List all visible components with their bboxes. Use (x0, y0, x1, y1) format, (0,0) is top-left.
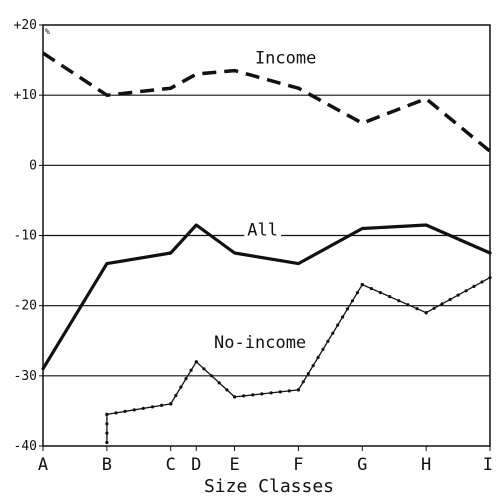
series-label-no-income: No-income (214, 333, 306, 353)
series-marker (278, 390, 282, 394)
y-tick-label: +10 (14, 88, 37, 103)
series-marker (251, 393, 255, 397)
x-tick-label: G (357, 455, 367, 475)
series-marker (132, 408, 136, 412)
series-marker (488, 276, 492, 280)
series-marker (105, 422, 109, 426)
series-line-all (41, 223, 492, 371)
series-marker (233, 395, 237, 399)
series-marker (369, 287, 373, 291)
series-marker (331, 331, 335, 335)
series-labels: Income All No-income (214, 49, 316, 353)
series-marker (360, 283, 364, 287)
series-marker (287, 389, 291, 393)
series-marker (345, 307, 350, 311)
series-marker (326, 339, 330, 343)
y-tick-label: -10 (14, 229, 37, 244)
y-tick-label: -40 (14, 439, 37, 454)
series-marker (440, 302, 444, 306)
series-marker (189, 368, 193, 372)
x-tick-label: F (293, 455, 303, 475)
series-marker (464, 289, 468, 293)
series-marker (141, 406, 145, 410)
y-axis-ticks: +20 +10 0 -10 -20 -30 -40 (14, 18, 43, 454)
series-line-no-income (106, 276, 491, 444)
series-marker (406, 303, 410, 307)
series-marker (169, 402, 173, 406)
series-marker (160, 403, 164, 407)
series-label-all: All (247, 221, 278, 241)
x-tick-label: A (38, 455, 48, 475)
label-background (244, 221, 282, 240)
series-marker (472, 284, 476, 288)
series-label-income: Income (255, 49, 316, 69)
series-marker (260, 392, 264, 396)
series-marker (397, 299, 401, 303)
series-marker (217, 381, 221, 385)
series-marker (114, 411, 118, 415)
series-marker (105, 440, 109, 445)
series-marker (210, 374, 214, 378)
series-marker (105, 431, 109, 435)
series-marker (150, 405, 155, 409)
series-marker (306, 372, 310, 376)
series-marker (355, 291, 359, 295)
x-tick-label: C (166, 455, 176, 475)
y-tick-label: +20 (14, 18, 37, 33)
series-marker (388, 295, 392, 299)
x-axis-title: Size Classes (204, 476, 334, 497)
series-marker (321, 347, 325, 351)
series-marker (301, 380, 305, 384)
series-marker (480, 280, 484, 284)
x-tick-label: H (421, 455, 431, 475)
series-marker (225, 388, 229, 392)
series-marker (424, 311, 428, 315)
corner-mark: % (45, 27, 50, 36)
series-marker (432, 306, 436, 310)
series-lines (41, 51, 492, 445)
series-marker (174, 393, 178, 398)
series-marker (341, 315, 345, 319)
series-marker (123, 409, 127, 413)
series-marker (179, 385, 183, 389)
series-marker (105, 412, 109, 416)
series-marker (296, 388, 300, 392)
x-tick-label: I (483, 455, 493, 475)
series-marker (456, 293, 460, 297)
series-marker (378, 291, 383, 295)
x-tick-label: B (102, 455, 112, 475)
series-marker (415, 307, 419, 311)
series-marker (311, 364, 315, 368)
series-marker (202, 367, 206, 371)
series-marker (316, 355, 320, 360)
x-tick-label: D (191, 455, 201, 475)
series-marker (448, 297, 452, 302)
y-tick-label: -20 (14, 299, 37, 314)
y-tick-label: 0 (29, 158, 37, 173)
x-tick-label: E (229, 455, 239, 475)
series-marker (242, 394, 246, 398)
series-marker (336, 323, 340, 327)
series-line-income (42, 51, 492, 153)
y-tick-label: -30 (14, 369, 37, 384)
series-marker (184, 377, 188, 381)
series-marker (194, 360, 198, 364)
series-marker (269, 391, 273, 395)
series-marker (350, 299, 355, 303)
